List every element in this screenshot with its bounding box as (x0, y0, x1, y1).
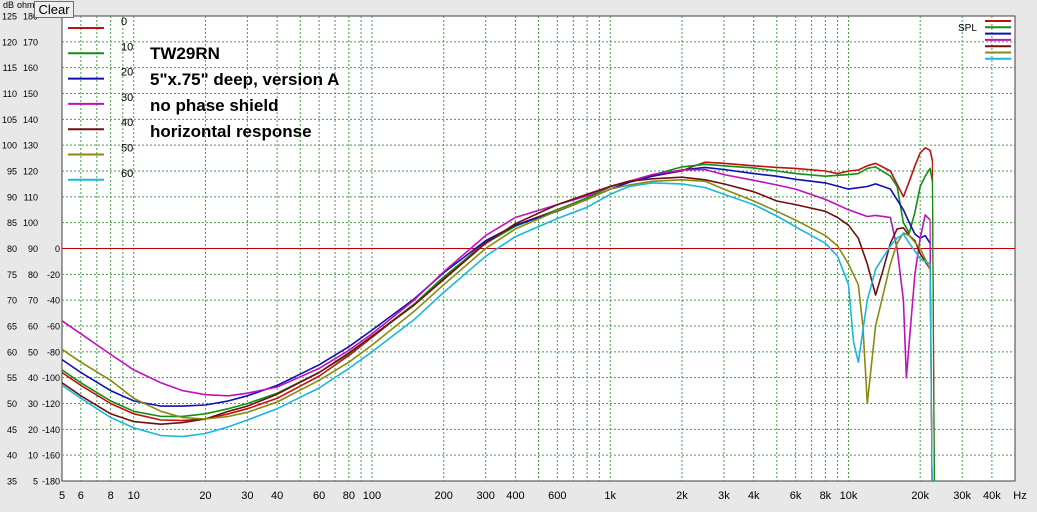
y-tick-label-deg: -60 (47, 322, 60, 332)
x-tick-label: 8 (108, 490, 114, 502)
y-axis-header-ohm: ohm (17, 0, 35, 10)
y-tick-label-ohm: 60 (28, 322, 38, 332)
legend-label-20: 20 (121, 67, 133, 79)
y-tick-label-ohm: 160 (23, 63, 38, 73)
series-dropoff-10 (931, 181, 935, 482)
x-tick-label: 6 (78, 490, 84, 502)
series-line-50 (61, 179, 931, 420)
x-tick-label: 300 (476, 490, 494, 502)
y-tick-label-deg: -80 (47, 347, 60, 357)
y-tick-label-ohm: 120 (23, 167, 38, 177)
y-tick-label-ohm: 20 (28, 425, 38, 435)
y-tick-label-deg: -20 (47, 270, 60, 280)
x-tick-label: 4k (748, 490, 760, 502)
y-tick-label-db: 100 (2, 141, 17, 151)
y-tick-label-db: 45 (7, 425, 17, 435)
x-tick-label: 600 (548, 490, 566, 502)
x-tick-label: 200 (435, 490, 453, 502)
x-tick-label: 30k (953, 490, 971, 502)
series-line-40 (61, 176, 931, 426)
y-tick-label-db: 95 (7, 167, 17, 177)
y-tick-label-ohm: 110 (24, 192, 38, 202)
annotation-size: 5"x.75" deep, version A (150, 70, 340, 89)
y-tick-label-deg: 0 (55, 244, 60, 254)
annotation-response: horizontal response (150, 122, 312, 141)
y-tick-label-db: 40 (7, 451, 17, 461)
legend-label-50: 50 (121, 143, 133, 155)
y-tick-label-ohm: 30 (28, 399, 38, 409)
y-tick-label-deg: -40 (47, 296, 60, 306)
x-tick-label: 1k (604, 490, 616, 502)
x-tick-label: 6k (790, 490, 802, 502)
y-tick-label-ohm: 130 (23, 141, 38, 151)
series-line-60 (61, 182, 931, 438)
x-tick-label: 30 (241, 490, 253, 502)
legend-spl-label: SPL (958, 23, 977, 34)
x-tick-label: 60 (313, 490, 325, 502)
y-axis-header-db: dB (3, 0, 15, 10)
annotation-model: TW29RN (150, 44, 220, 63)
y-tick-label-db: 120 (2, 37, 17, 47)
y-tick-label-db: 80 (7, 244, 17, 254)
clear-button[interactable]: Clear (34, 1, 74, 18)
x-tick-label: 100 (363, 490, 381, 502)
y-tick-label-db: 70 (7, 296, 17, 306)
y-tick-label-ohm: 180 (23, 12, 38, 22)
annotation-shield: no phase shield (150, 96, 279, 115)
series-dropoff-60 (929, 263, 933, 482)
x-tick-label: 8k (820, 490, 832, 502)
y-tick-label-db: 90 (7, 192, 17, 202)
y-tick-label-db: 65 (7, 322, 17, 332)
x-tick-label: 5 (59, 490, 65, 502)
y-tick-label-db: 60 (7, 347, 17, 357)
y-tick-label-db: 125 (2, 12, 17, 22)
y-tick-label-deg: -120 (42, 399, 60, 409)
x-tick-label: 400 (506, 490, 524, 502)
y-tick-label-ohm: 90 (28, 244, 38, 254)
x-tick-label: 10 (128, 490, 140, 502)
y-tick-label-ohm: 50 (28, 347, 38, 357)
y-tick-label-db: 85 (7, 218, 17, 228)
y-tick-label-db: 110 (3, 89, 17, 99)
series-group (61, 147, 935, 482)
legend-label-40: 40 (121, 117, 133, 129)
legend-label-30: 30 (121, 92, 133, 104)
y-tick-label-ohm: 150 (23, 89, 38, 99)
x-tick-label: 20k (911, 490, 929, 502)
y-tick-label-ohm: 140 (23, 115, 38, 125)
x-tick-label: 3k (718, 490, 730, 502)
y-tick-label-db: 75 (7, 270, 17, 280)
y-tick-label-db: 55 (7, 373, 17, 383)
y-tick-label-ohm: 40 (28, 373, 38, 383)
y-tick-label-deg: -180 (42, 477, 60, 487)
y-tick-label-db: 50 (7, 399, 17, 409)
legend-label-0: 0 (121, 16, 127, 28)
x-tick-label: 80 (343, 490, 355, 502)
y-tick-label-ohm: 100 (23, 218, 38, 228)
legend-label-60: 60 (121, 168, 133, 180)
y-tick-label-deg: -160 (42, 451, 60, 461)
legend-label-10: 10 (121, 41, 133, 53)
y-tick-label-ohm: 170 (23, 37, 38, 47)
y-tick-label-db: 105 (2, 115, 17, 125)
y-tick-label-ohm: 5 (33, 477, 38, 487)
y-tick-label-ohm: 80 (28, 270, 38, 280)
y-tick-label-deg: -140 (42, 425, 60, 435)
y-tick-label-db: 35 (7, 477, 17, 487)
x-tick-label: 40 (271, 490, 283, 502)
x-tick-label: 20 (199, 490, 211, 502)
x-tick-label: 2k (676, 490, 688, 502)
y-tick-label-deg: -100 (42, 373, 60, 383)
x-tick-label: 10k (840, 490, 858, 502)
y-tick-label-db: 115 (3, 63, 17, 73)
x-axis-unit: Hz (1013, 490, 1026, 502)
y-tick-label-ohm: 10 (28, 451, 38, 461)
y-tick-label-ohm: 70 (28, 296, 38, 306)
x-tick-label: 40k (983, 490, 1001, 502)
